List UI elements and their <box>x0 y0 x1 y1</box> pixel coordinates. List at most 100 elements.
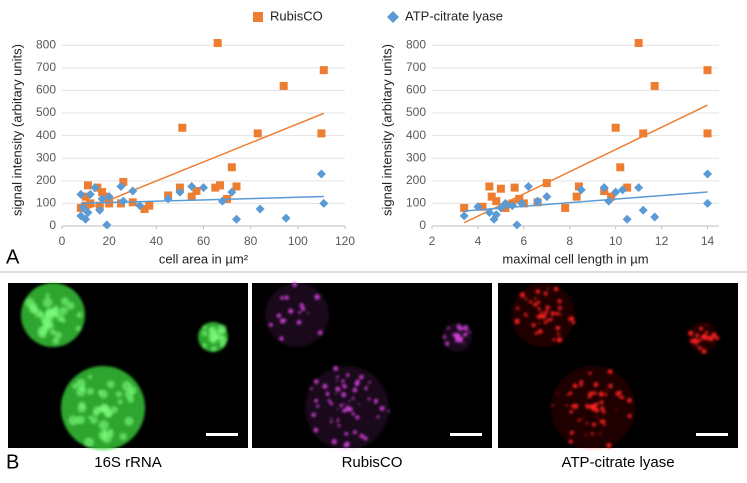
point <box>607 192 616 201</box>
point <box>227 187 237 197</box>
speckle <box>351 396 355 400</box>
speckle <box>352 430 357 435</box>
speckle <box>533 302 538 307</box>
y-tick-label: 500 <box>406 105 426 119</box>
speckle <box>595 402 599 406</box>
point <box>622 214 632 224</box>
speckle <box>605 389 608 391</box>
speckle <box>76 387 86 397</box>
speckle <box>76 415 85 425</box>
y-tick-label: 700 <box>36 60 56 74</box>
speckle <box>334 393 337 395</box>
speckle <box>119 433 127 441</box>
point <box>638 205 648 215</box>
x-tick-label: 60 <box>197 234 211 248</box>
point <box>97 194 107 204</box>
point <box>491 210 501 220</box>
speckle <box>367 397 371 401</box>
speckle <box>352 387 358 393</box>
speckle <box>124 390 134 399</box>
speckle <box>455 333 458 336</box>
point <box>542 192 552 202</box>
speckle <box>697 345 702 350</box>
speckle <box>519 292 526 298</box>
point <box>216 181 225 190</box>
speckle <box>313 427 319 433</box>
point <box>211 183 220 192</box>
cell <box>265 283 329 347</box>
point <box>487 192 496 201</box>
speckle <box>601 409 606 414</box>
speckle <box>565 404 568 407</box>
point <box>703 169 713 179</box>
speckle <box>44 308 55 318</box>
speckle <box>325 391 330 396</box>
x-tick-label: 2 <box>429 234 436 248</box>
speckle <box>608 383 613 389</box>
point <box>178 123 187 132</box>
speckle <box>97 407 103 413</box>
speckle <box>555 325 561 331</box>
speckle <box>376 415 380 419</box>
speckle <box>284 295 289 300</box>
speckle <box>593 406 596 409</box>
speckle <box>569 430 574 435</box>
speckle <box>331 439 337 445</box>
point <box>232 214 242 224</box>
speckle <box>117 399 123 405</box>
x-tick-label: 10 <box>609 234 623 248</box>
point <box>116 181 126 191</box>
speckle <box>599 394 602 397</box>
point <box>703 129 712 138</box>
speckle <box>368 381 371 384</box>
speckle <box>462 332 467 337</box>
speckle <box>528 300 533 304</box>
speckle <box>42 297 53 308</box>
x-axis-label: maximal cell length in µm <box>502 251 648 266</box>
speckle <box>336 375 339 379</box>
speckle <box>444 341 450 346</box>
speckle <box>617 390 622 395</box>
point <box>98 188 107 197</box>
point <box>485 182 494 191</box>
x-tick-label: 20 <box>102 234 116 248</box>
speckle <box>523 312 528 317</box>
speckle <box>704 336 710 341</box>
speckle <box>292 282 298 287</box>
speckle <box>466 328 469 332</box>
speckle <box>569 316 575 321</box>
point <box>78 203 88 213</box>
point <box>510 183 519 192</box>
point <box>574 182 583 191</box>
point <box>634 183 644 193</box>
speckle <box>547 287 550 290</box>
speckle <box>311 412 317 418</box>
speckle <box>327 399 331 403</box>
speckle <box>514 318 520 325</box>
point <box>279 81 288 90</box>
x-tick-label: 14 <box>701 234 715 248</box>
speckle <box>447 326 450 330</box>
speckle <box>296 319 302 325</box>
speckle <box>556 391 559 394</box>
speckle <box>591 422 596 427</box>
point <box>703 66 712 75</box>
speckle <box>335 386 341 392</box>
speckle <box>211 346 217 352</box>
point <box>561 203 570 212</box>
speckle <box>606 442 612 449</box>
speckle <box>585 404 590 409</box>
legend-marker <box>253 12 263 22</box>
speckle <box>279 318 286 324</box>
point <box>650 81 659 90</box>
speckle <box>557 305 562 311</box>
point <box>118 196 128 206</box>
speckle <box>705 324 708 327</box>
speckle <box>317 330 323 336</box>
y-tick-label: 500 <box>36 105 56 119</box>
speckle <box>551 404 554 407</box>
speckle <box>298 310 302 314</box>
speckle <box>572 383 578 389</box>
micrograph-label: 16S rRNA <box>94 454 162 471</box>
speckle <box>300 306 306 311</box>
